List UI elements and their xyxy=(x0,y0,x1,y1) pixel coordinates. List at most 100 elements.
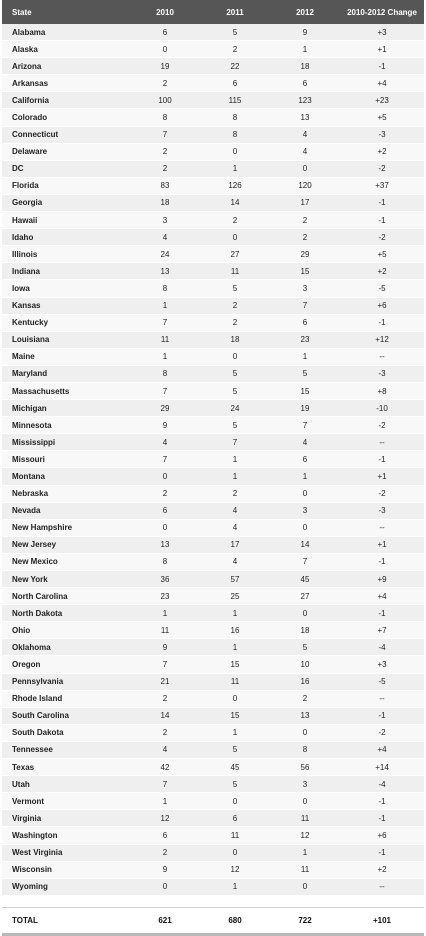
total-row: TOTAL 621 680 722 +101 xyxy=(2,906,424,933)
cell-2011: 22 xyxy=(230,61,240,71)
cell-2012: 18 xyxy=(300,625,310,635)
header-state: State xyxy=(12,7,32,17)
cell-2010: 4 xyxy=(162,232,168,242)
cell-2011: 2 xyxy=(232,44,238,54)
cell-2012: 45 xyxy=(300,574,310,584)
cell-state: Colorado xyxy=(12,113,48,123)
cell-2010: 0 xyxy=(162,44,168,54)
cell-2012: 120 xyxy=(298,181,312,191)
cell-2012: 2 xyxy=(302,215,308,225)
cell-2011: 5 xyxy=(232,283,238,293)
cell-state: Texas xyxy=(12,762,35,772)
cell-state: Minnesota xyxy=(12,420,52,430)
cell-2011: 57 xyxy=(230,574,240,584)
cell-2012: 6 xyxy=(302,78,308,88)
cell-2011: 6 xyxy=(232,78,238,88)
cell-2011: 115 xyxy=(228,95,242,105)
cell-2012: 0 xyxy=(302,523,308,533)
cell-2010: 1 xyxy=(162,796,168,806)
cell-change: -1 xyxy=(378,454,386,464)
table-row: Washington 6 11 12 +6 xyxy=(2,827,424,845)
cell-2010: 23 xyxy=(160,591,170,601)
cell-2010: 7 xyxy=(162,130,168,140)
cell-2010: 3 xyxy=(162,215,168,225)
cell-change: +2 xyxy=(377,266,387,276)
table-row: Rhode Island 2 0 2 -- xyxy=(2,690,424,708)
cell-change: +2 xyxy=(377,147,387,157)
cell-2012: 11 xyxy=(300,813,310,823)
table-row: Nevada 6 4 3 -3 xyxy=(2,502,424,520)
cell-state: DC xyxy=(12,164,24,174)
cell-change: +5 xyxy=(377,113,387,123)
cell-state: North Dakota xyxy=(12,608,63,618)
cell-2010: 36 xyxy=(160,574,170,584)
cell-2011: 11 xyxy=(230,830,240,840)
table-row: South Carolina 14 15 13 -1 xyxy=(2,707,424,725)
cell-change: -- xyxy=(379,352,385,362)
cell-state: Rhode Island xyxy=(12,694,63,704)
table-row: Florida 83 126 120 +37 xyxy=(2,177,424,195)
cell-state: Michigan xyxy=(12,403,47,413)
cell-state: Maine xyxy=(12,352,35,362)
cell-2011: 25 xyxy=(230,591,240,601)
total-label: TOTAL xyxy=(12,915,38,925)
cell-2011: 7 xyxy=(232,437,238,447)
cell-2011: 1 xyxy=(232,454,238,464)
cell-2010: 1 xyxy=(162,608,168,618)
cell-2012: 15 xyxy=(300,386,310,396)
cell-state: New Jersey xyxy=(12,540,57,550)
cell-state: Wyoming xyxy=(12,882,48,892)
cell-state: Wisconsin xyxy=(12,865,52,875)
cell-state: Maryland xyxy=(12,369,48,379)
cell-2010: 9 xyxy=(162,642,168,652)
cell-2010: 12 xyxy=(160,813,170,823)
cell-2010: 4 xyxy=(162,745,168,755)
cell-change: +9 xyxy=(377,574,387,584)
cell-2012: 5 xyxy=(302,642,308,652)
cell-2011: 0 xyxy=(232,147,238,157)
cell-2011: 126 xyxy=(228,181,242,191)
cell-state: Louisiana xyxy=(12,335,50,345)
table-row: Pennsylvania 21 11 16 -5 xyxy=(2,673,424,691)
total-2010: 621 xyxy=(158,915,172,925)
cell-2012: 7 xyxy=(302,420,308,430)
cell-2012: 123 xyxy=(298,95,312,105)
cell-change: -- xyxy=(379,523,385,533)
cell-state: Iowa xyxy=(12,283,30,293)
header-2010: 2010 xyxy=(156,7,174,17)
cell-2011: 1 xyxy=(232,882,238,892)
table-row: North Carolina 23 25 27 +4 xyxy=(2,588,424,606)
cell-2012: 16 xyxy=(300,677,310,687)
cell-change: -1 xyxy=(378,198,386,208)
cell-change: -2 xyxy=(378,232,386,242)
cell-state: Hawaii xyxy=(12,215,38,225)
table-row: Iowa 8 5 3 -5 xyxy=(2,280,424,298)
cell-2012: 8 xyxy=(302,745,308,755)
cell-2011: 1 xyxy=(232,164,238,174)
cell-2012: 0 xyxy=(302,796,308,806)
cell-state: California xyxy=(12,95,49,105)
cell-2010: 2 xyxy=(162,848,168,858)
cell-2010: 83 xyxy=(160,181,170,191)
cell-2010: 7 xyxy=(162,454,168,464)
cell-change: -2 xyxy=(378,164,386,174)
cell-2012: 0 xyxy=(302,164,308,174)
cell-2010: 29 xyxy=(160,403,170,413)
cell-change: -10 xyxy=(376,403,388,413)
cell-change: -1 xyxy=(378,796,386,806)
cell-2012: 6 xyxy=(302,318,308,328)
cell-2012: 7 xyxy=(302,301,308,311)
cell-state: Tennessee xyxy=(12,745,53,755)
cell-2012: 4 xyxy=(302,130,308,140)
cell-2011: 5 xyxy=(232,420,238,430)
table-row: Idaho 4 0 2 -2 xyxy=(2,229,424,247)
cell-2012: 4 xyxy=(302,147,308,157)
cell-state: Pennsylvania xyxy=(12,677,64,687)
cell-2010: 2 xyxy=(162,147,168,157)
cell-2010: 4 xyxy=(162,437,168,447)
cell-state: Ohio xyxy=(12,625,31,635)
cell-change: +7 xyxy=(377,625,387,635)
cell-change: -2 xyxy=(378,728,386,738)
cell-2011: 0 xyxy=(232,352,238,362)
cell-2010: 0 xyxy=(162,471,168,481)
